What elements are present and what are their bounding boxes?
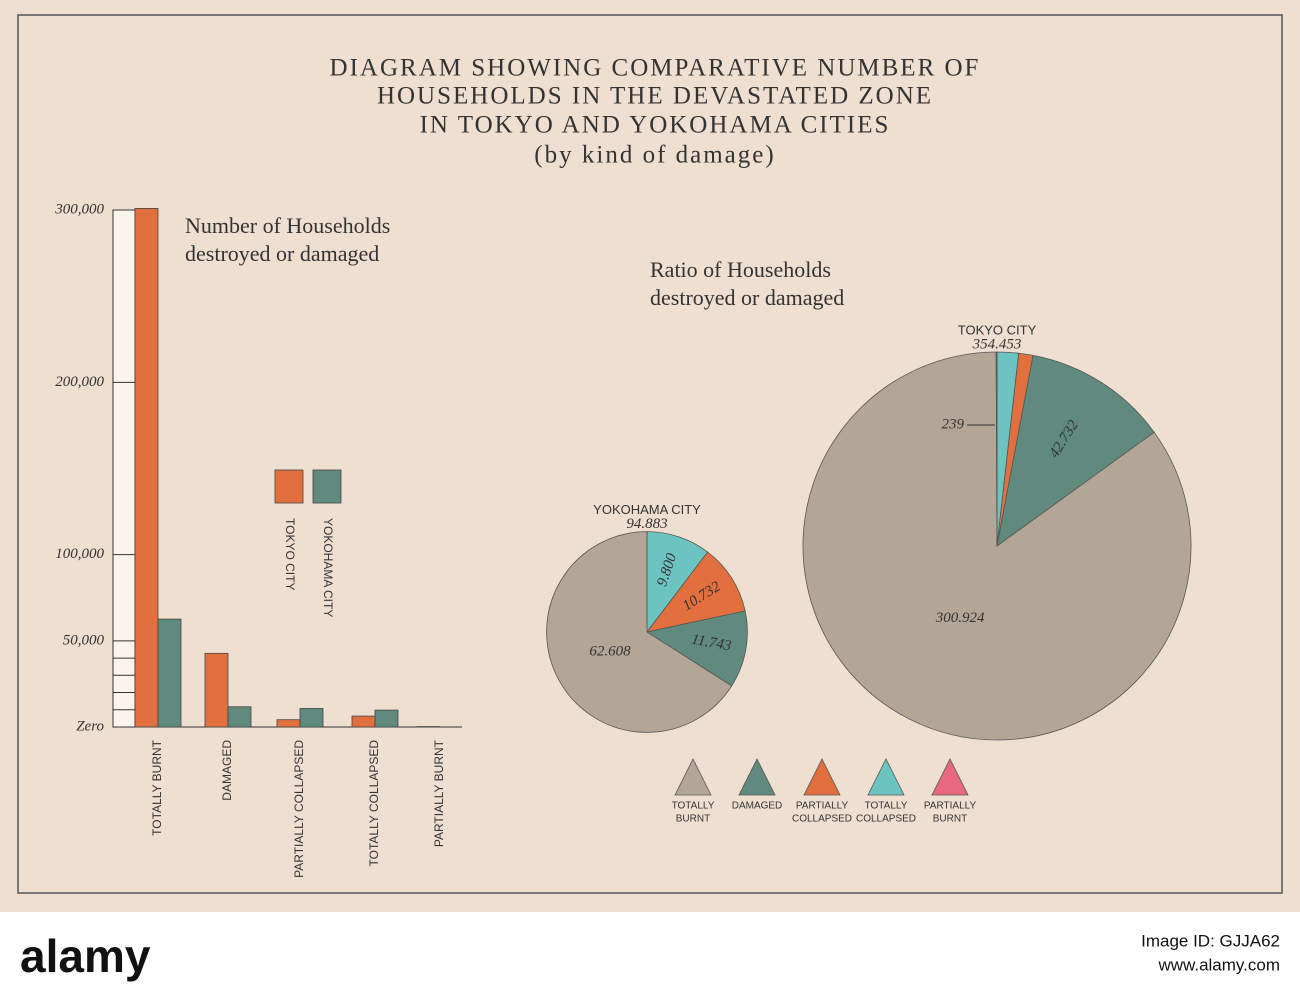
bar bbox=[299, 708, 324, 728]
legend-triangle bbox=[867, 758, 905, 796]
y-tick-label: 300,000 bbox=[54, 201, 104, 217]
pie-slice bbox=[646, 551, 746, 633]
legend-label: TOTALLY bbox=[672, 801, 715, 812]
pie-subtitle: Ratio of Households bbox=[650, 257, 831, 282]
slice-label: 62.608 bbox=[589, 644, 631, 660]
pie-total: 94.883 bbox=[626, 516, 667, 532]
pie-name: YOKOHAMA CITY bbox=[593, 502, 701, 517]
bar-subtitle: Number of Households bbox=[185, 213, 390, 238]
legend-triangle bbox=[674, 758, 712, 796]
y-tick-label: Zero bbox=[76, 718, 104, 734]
legend-triangle bbox=[803, 758, 841, 796]
legend-label: COLLAPSED bbox=[792, 814, 852, 825]
pie-slice bbox=[645, 610, 748, 687]
legend-label: TOTALLY bbox=[865, 801, 908, 812]
legend-triangle bbox=[738, 758, 776, 796]
bar-subtitle: destroyed or damaged bbox=[185, 241, 379, 266]
pie-total: 354.453 bbox=[972, 336, 1022, 352]
url: www.alamy.com bbox=[1157, 955, 1280, 974]
bar bbox=[351, 715, 376, 728]
legend-label: BURNT bbox=[933, 814, 967, 825]
bar bbox=[227, 706, 252, 728]
legend-label: PARTIALLY bbox=[924, 801, 977, 812]
pie-slice bbox=[995, 351, 998, 547]
slice-label: 239 bbox=[942, 416, 965, 432]
legend-label: DAMAGED bbox=[732, 801, 783, 812]
bar bbox=[374, 709, 399, 728]
x-tick-label: DAMAGED bbox=[220, 740, 234, 801]
pie-subtitle: destroyed or damaged bbox=[650, 285, 844, 310]
slice-label: 300.924 bbox=[935, 610, 985, 626]
bar bbox=[157, 618, 182, 728]
x-tick-label: TOTALLY COLLAPSED bbox=[367, 740, 381, 867]
legend-label: BURNT bbox=[676, 814, 710, 825]
bar bbox=[134, 208, 159, 728]
y-tick-label: 100,000 bbox=[55, 546, 104, 562]
legend-swatch bbox=[312, 469, 342, 504]
logo: alamy bbox=[20, 930, 151, 982]
slice-label: 11.743 bbox=[690, 632, 732, 655]
legend-swatch bbox=[274, 469, 304, 504]
legend-label: COLLAPSED bbox=[856, 814, 916, 825]
pie-slice bbox=[546, 531, 733, 733]
frame bbox=[17, 14, 1283, 894]
y-tick-label: 50,000 bbox=[63, 632, 105, 648]
image-id: Image ID: GJJA62 bbox=[1141, 931, 1280, 950]
x-tick-label: PARTIALLY COLLAPSED bbox=[292, 740, 306, 878]
title-line: DIAGRAM SHOWING COMPARATIVE NUMBER OF bbox=[330, 55, 981, 82]
bar bbox=[204, 652, 229, 728]
pie-name: TOKYO CITY bbox=[958, 322, 1037, 337]
title-line: HOUSEHOLDS IN THE DEVASTATED ZONE bbox=[377, 83, 933, 110]
legend-label: YOKOHAMA CITY bbox=[321, 518, 335, 617]
legend-label: PARTIALLY bbox=[796, 801, 849, 812]
axis-ladder bbox=[112, 209, 136, 728]
legend-triangle bbox=[931, 758, 969, 796]
y-tick-label: 200,000 bbox=[55, 374, 104, 390]
x-tick-label: TOTALLY BURNT bbox=[150, 739, 164, 835]
title-line: IN TOKYO AND YOKOHAMA CITIES bbox=[420, 112, 891, 139]
x-tick-label: PARTIALLY BURNT bbox=[432, 739, 446, 847]
legend-label: TOKYO CITY bbox=[283, 518, 297, 590]
pie-slice bbox=[996, 354, 1155, 547]
title-line: (by kind of damage) bbox=[534, 142, 775, 169]
bar bbox=[276, 719, 301, 728]
